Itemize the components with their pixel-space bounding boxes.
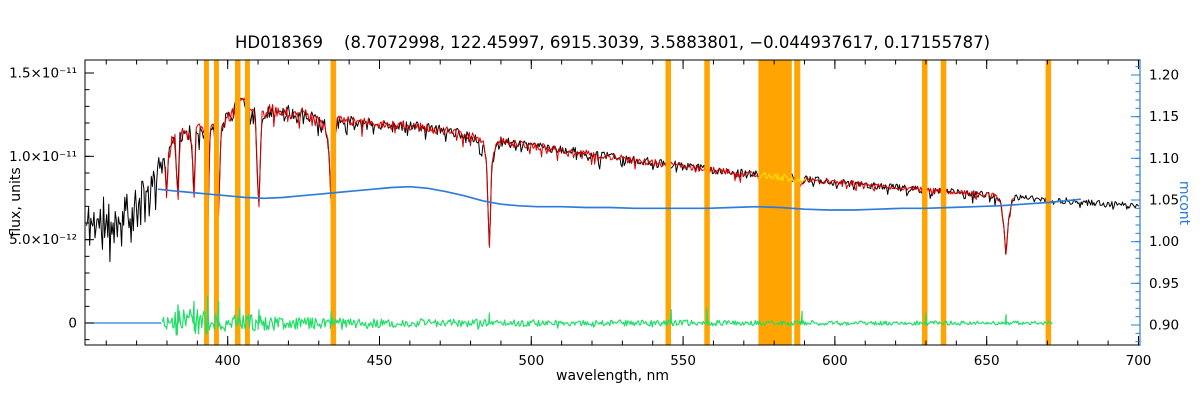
x-tick-label: 500 [518,353,544,369]
axis-ticks-black [85,60,1139,345]
y-left-tick-label: 1.0×10⁻¹¹ [9,149,77,165]
x-tick-label: 700 [1126,353,1152,369]
x-tick-label: 550 [670,353,696,369]
series-flux-observed [86,97,1139,263]
y-left-tick-label: 0 [68,316,77,332]
chart-title: HD018369 (8.7072998, 122.45997, 6915.303… [234,33,991,52]
masked-band [922,60,928,345]
y-left-tick-label: 1.5×10⁻¹¹ [9,66,77,82]
series-flux-fit [165,97,1014,255]
y-right-tick-label: 1.15 [1149,109,1179,125]
masked-band [330,60,337,345]
y-right-tick-label: 1.10 [1149,151,1179,167]
series-masked-fit [757,171,807,183]
masked-band [235,60,241,345]
y-right-tick-label: 0.95 [1149,276,1179,292]
axis-ticks-blue [1131,66,1140,343]
masked-band [940,60,947,345]
masked-band [665,60,671,345]
x-tick-label: 600 [822,353,848,369]
masked-band [245,60,250,345]
series-residual [161,295,1053,336]
y-right-tick-label: 1.05 [1149,193,1179,209]
masked-band [704,60,710,345]
plot-frame [84,59,1141,346]
masked-band [204,60,209,345]
x-tick-label: 650 [974,353,1000,369]
x-tick-label: 400 [215,353,241,369]
y-left-tick-label: 5.0×10⁻¹² [9,232,77,248]
masked-band [758,60,792,345]
y-right-tick-label: 1.00 [1149,234,1179,250]
series-continuum-mcont [157,185,1081,211]
x-axis-label: wavelength, nm [556,368,669,384]
masked-band [794,60,801,345]
x-tick-label: 450 [367,353,393,369]
plot-area [86,60,1139,345]
y-right-tick-label: 1.20 [1149,68,1179,84]
masked-band [214,60,219,345]
y-right-tick-label: 0.90 [1149,318,1179,334]
